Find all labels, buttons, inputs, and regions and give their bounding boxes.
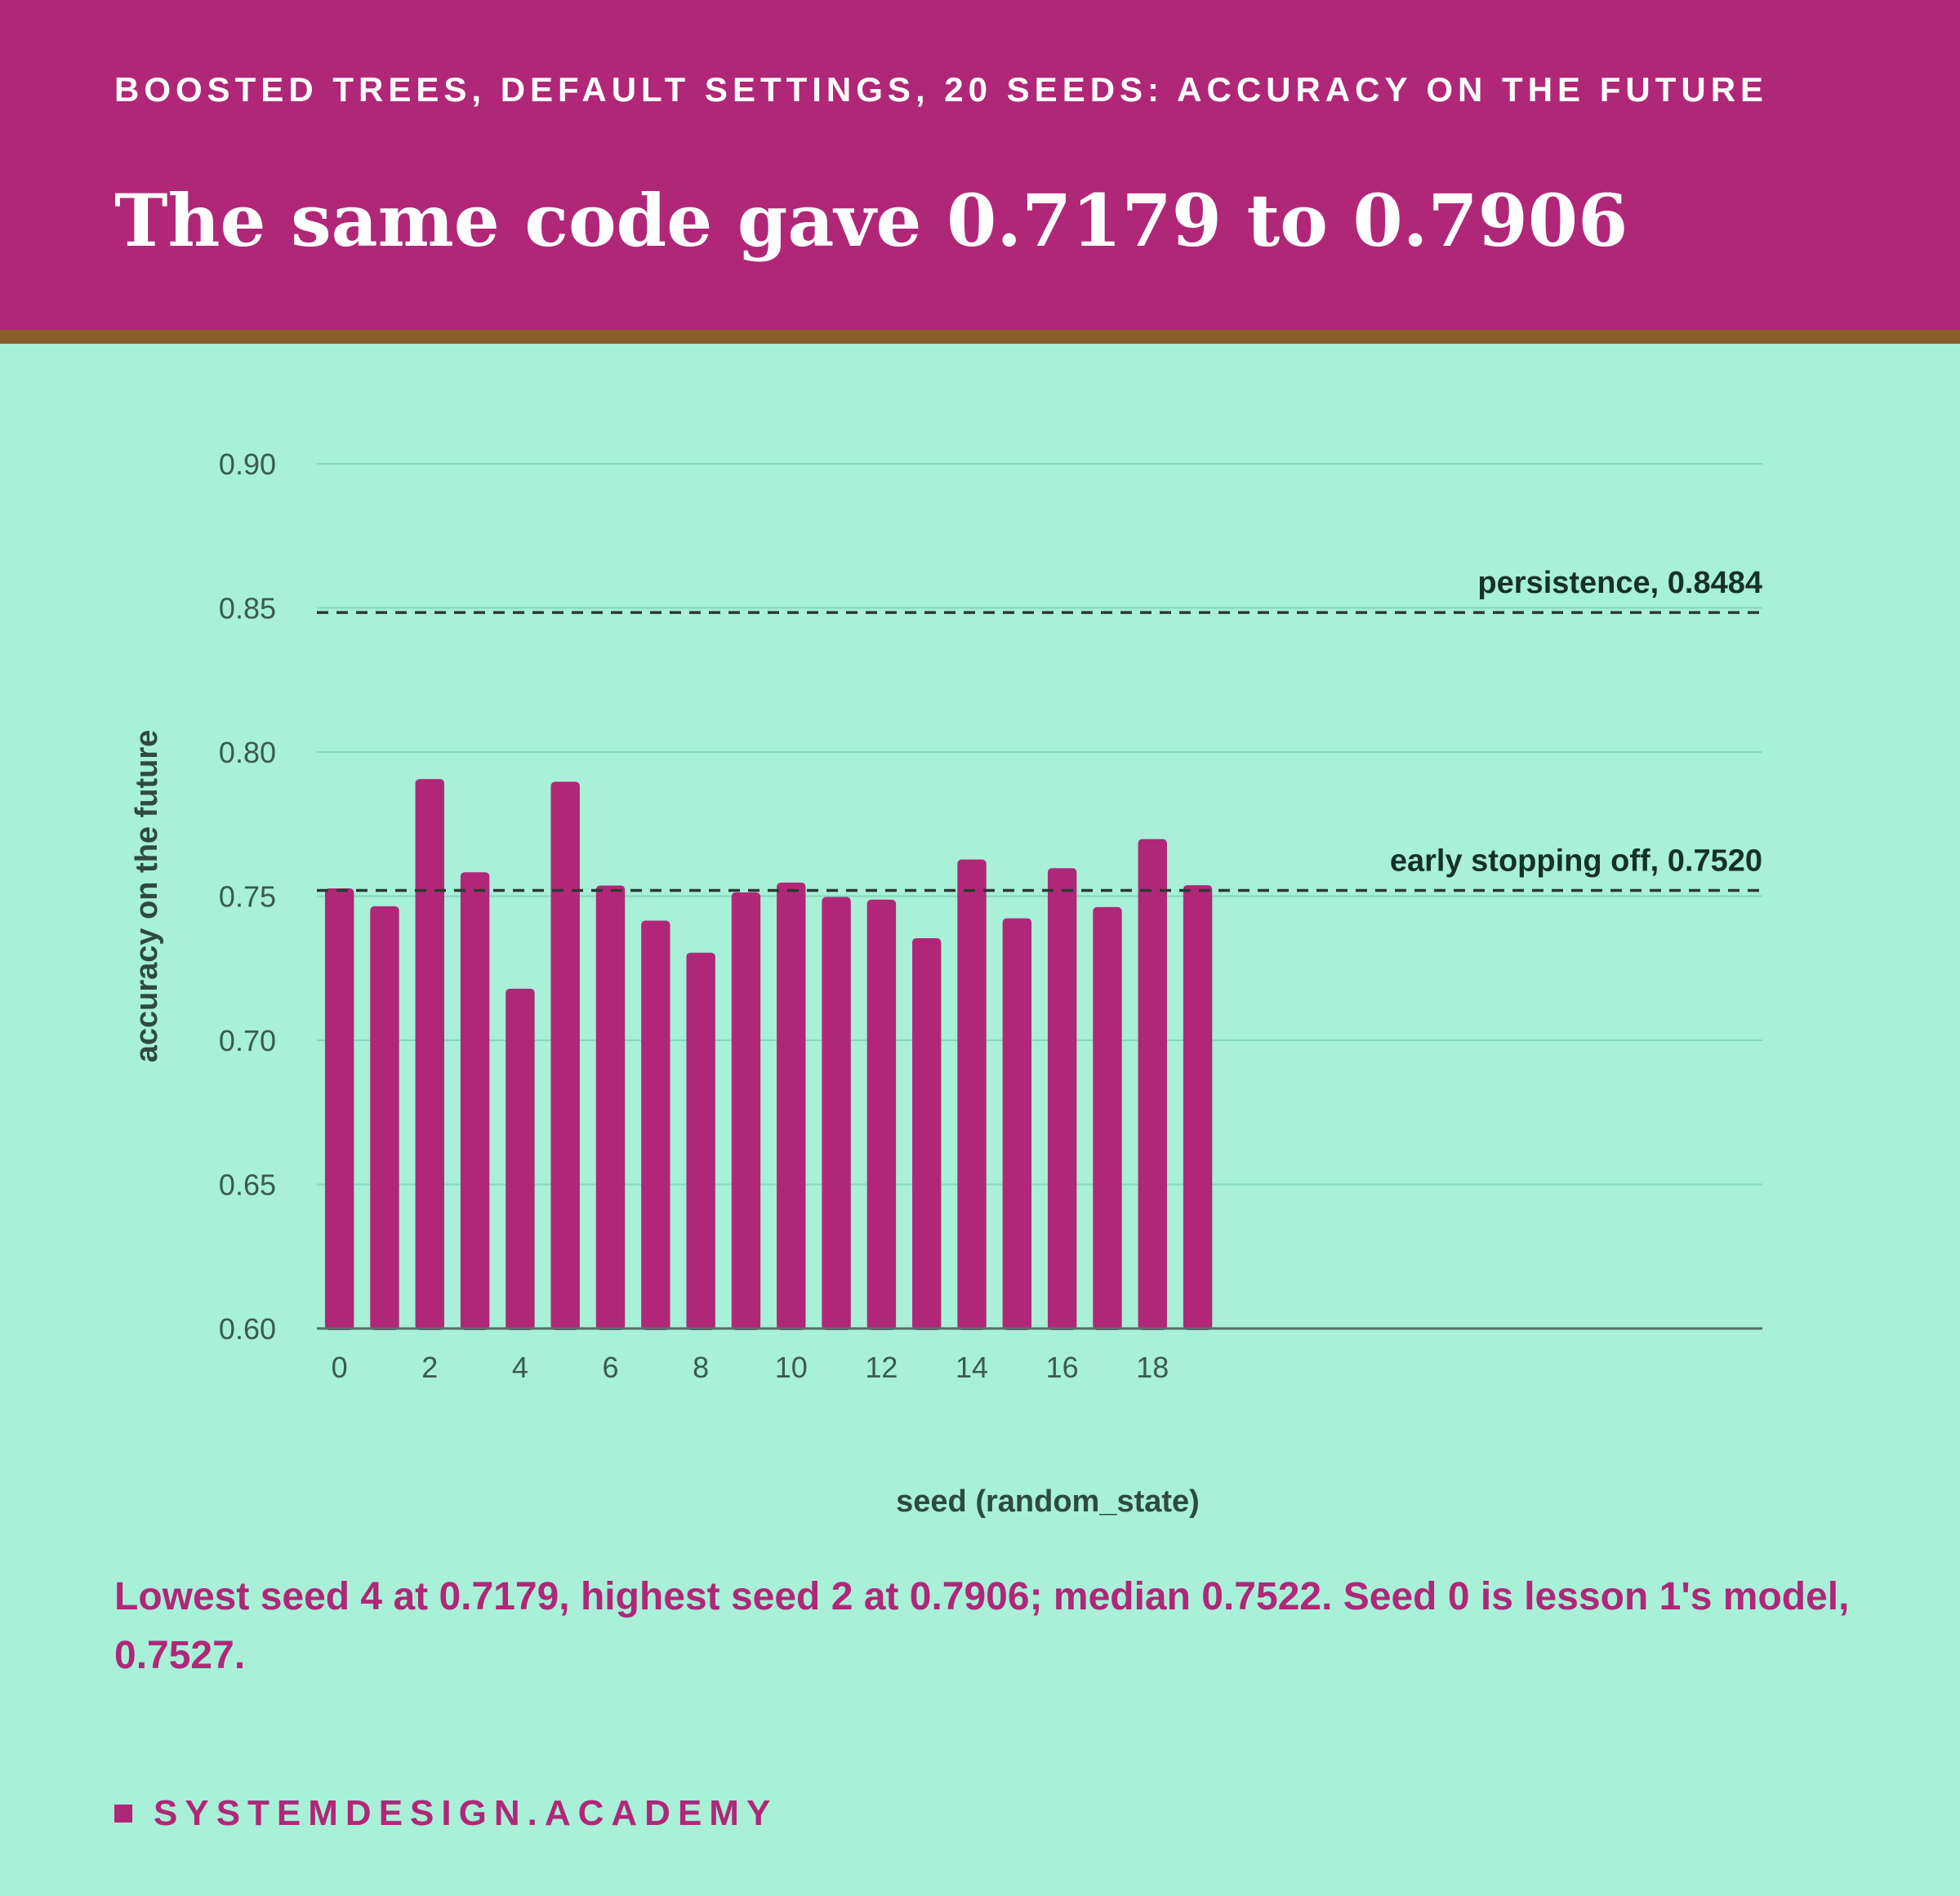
y-tick-label: 0.60 <box>219 1312 276 1346</box>
bar <box>415 779 444 1330</box>
x-tick-label: 2 <box>421 1351 438 1384</box>
bar <box>506 988 535 1330</box>
brand-name: SYSTEMDESIGN.ACADEMY <box>154 1793 778 1833</box>
x-axis-label: seed (random_state) <box>896 1484 1200 1519</box>
y-tick-label: 0.80 <box>219 736 276 769</box>
x-tick-label: 18 <box>1136 1351 1169 1384</box>
bar <box>866 899 897 1330</box>
bar <box>912 938 942 1330</box>
bar <box>1047 868 1077 1330</box>
chart-caption: Lowest seed 4 at 0.7179, highest seed 2 … <box>114 1575 1850 1677</box>
reference-lines: persistence, 0.8484 early stopping off, 0… <box>317 566 1762 892</box>
x-tick-label: 4 <box>512 1351 528 1384</box>
bar <box>731 892 761 1330</box>
bar <box>1093 906 1122 1330</box>
bar <box>822 897 851 1330</box>
bar <box>1138 839 1167 1330</box>
reference-line-label: persistence, 0.8484 <box>1477 566 1762 600</box>
bar <box>595 885 626 1330</box>
brand-square-icon <box>114 1805 132 1823</box>
bar-chart: persistence, 0.8484 early stopping off, 0… <box>130 447 1762 1519</box>
y-tick-label: 0.90 <box>219 447 276 481</box>
axes: 0.60 0.65 0.70 0.75 0.80 0.85 0.90 0 2 4 6 8 10 12 14 1… <box>219 447 1762 1384</box>
bar <box>777 882 806 1330</box>
bar <box>686 952 715 1330</box>
x-tick-label: 0 <box>332 1351 348 1384</box>
x-tick-label: 10 <box>775 1351 808 1384</box>
bar <box>1002 918 1032 1330</box>
bar <box>460 872 490 1330</box>
header-banner: BOOSTED TREES, DEFAULT SETTINGS, 20 SEED… <box>0 0 1960 330</box>
bar <box>370 906 399 1330</box>
bar <box>641 920 670 1330</box>
x-tick-label: 8 <box>693 1351 709 1384</box>
y-tick-label: 0.85 <box>219 592 276 625</box>
y-tick-label: 0.65 <box>219 1168 276 1202</box>
y-tick-label: 0.75 <box>219 880 276 914</box>
bar <box>550 781 580 1330</box>
reference-line-label: early stopping off, 0.7520 <box>1390 843 1762 878</box>
x-tick-label: 12 <box>865 1351 898 1384</box>
header-divider <box>0 330 1960 344</box>
y-tick-label: 0.70 <box>219 1024 276 1057</box>
bar <box>324 888 354 1330</box>
x-tick-label: 16 <box>1046 1351 1079 1384</box>
x-tick-label: 14 <box>956 1351 988 1384</box>
chart-title: The same code gave 0.7179 to 0.7906 <box>114 178 1628 263</box>
bars <box>324 779 1213 1330</box>
footer-brand: SYSTEMDESIGN.ACADEMY <box>114 1793 777 1834</box>
bar <box>957 859 987 1330</box>
bar <box>1183 885 1213 1330</box>
y-axis-label: accuracy on the future <box>130 730 164 1063</box>
x-tick-label: 6 <box>603 1351 619 1384</box>
chart-kicker: BOOSTED TREES, DEFAULT SETTINGS, 20 SEED… <box>114 70 1769 109</box>
